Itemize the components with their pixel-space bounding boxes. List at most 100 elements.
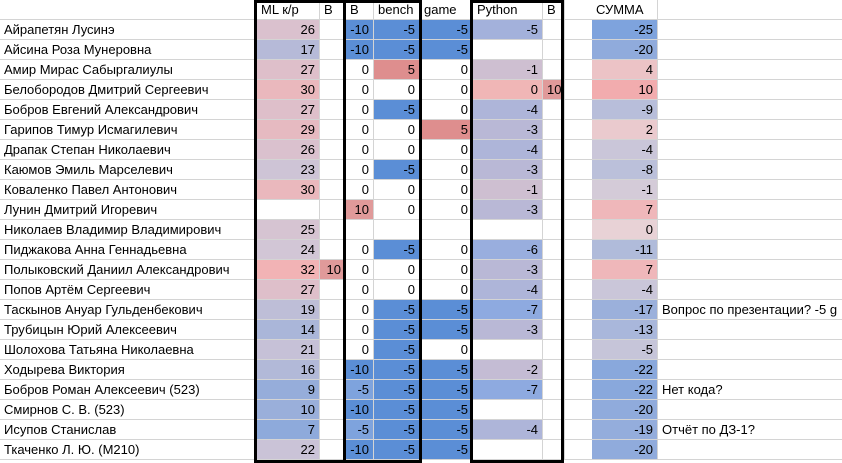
- sum-cell[interactable]: 10: [592, 80, 658, 100]
- bench-cell[interactable]: [374, 220, 420, 240]
- game-cell[interactable]: -5: [420, 440, 473, 460]
- b2-cell[interactable]: 0: [346, 160, 374, 180]
- empty-cell[interactable]: [565, 100, 592, 120]
- bench-cell[interactable]: -5: [374, 360, 420, 380]
- b2-cell[interactable]: 0: [346, 340, 374, 360]
- bench-cell[interactable]: 0: [374, 120, 420, 140]
- b3-cell[interactable]: [543, 20, 565, 40]
- b3-cell[interactable]: [543, 340, 565, 360]
- game-cell[interactable]: 0: [420, 60, 473, 80]
- b3-cell[interactable]: [543, 280, 565, 300]
- b2-cell[interactable]: -10: [346, 360, 374, 380]
- sum-cell[interactable]: -25: [592, 20, 658, 40]
- empty-cell[interactable]: [565, 420, 592, 440]
- sum-cell[interactable]: -9: [592, 100, 658, 120]
- bench-cell[interactable]: 0: [374, 180, 420, 200]
- sum-cell[interactable]: -1: [592, 180, 658, 200]
- column-header-name[interactable]: [0, 0, 257, 20]
- comment-cell[interactable]: [658, 180, 842, 200]
- b2-cell[interactable]: 0: [346, 120, 374, 140]
- empty-cell[interactable]: [565, 180, 592, 200]
- python-cell[interactable]: -6: [473, 240, 543, 260]
- student-name-cell[interactable]: Ткаченко Л. Ю. (M210): [0, 440, 257, 460]
- b3-cell[interactable]: [543, 120, 565, 140]
- ml-cell[interactable]: 30: [257, 80, 320, 100]
- b3-cell[interactable]: [543, 60, 565, 80]
- ml-cell[interactable]: 26: [257, 140, 320, 160]
- python-cell[interactable]: [473, 440, 543, 460]
- ml-cell[interactable]: 23: [257, 160, 320, 180]
- comment-cell[interactable]: [658, 40, 842, 60]
- student-name-cell[interactable]: Полыковский Даниил Александрович: [0, 260, 257, 280]
- column-header-gap[interactable]: [565, 0, 592, 20]
- ml-cell[interactable]: 32: [257, 260, 320, 280]
- sum-cell[interactable]: -8: [592, 160, 658, 180]
- game-cell[interactable]: 0: [420, 100, 473, 120]
- ml-cell[interactable]: 24: [257, 240, 320, 260]
- ml-cell[interactable]: 19: [257, 300, 320, 320]
- b1-cell[interactable]: [320, 420, 346, 440]
- comment-cell[interactable]: [658, 120, 842, 140]
- ml-cell[interactable]: 7: [257, 420, 320, 440]
- game-cell[interactable]: -5: [420, 420, 473, 440]
- b2-cell[interactable]: 0: [346, 300, 374, 320]
- b2-cell[interactable]: -10: [346, 400, 374, 420]
- b1-cell[interactable]: [320, 340, 346, 360]
- b2-cell[interactable]: 0: [346, 60, 374, 80]
- student-name-cell[interactable]: Белобородов Дмитрий Сергеевич: [0, 80, 257, 100]
- python-cell[interactable]: [473, 40, 543, 60]
- b3-cell[interactable]: [543, 440, 565, 460]
- sum-cell[interactable]: -20: [592, 400, 658, 420]
- sum-cell[interactable]: 2: [592, 120, 658, 140]
- student-name-cell[interactable]: Каюмов Эмиль Марселевич: [0, 160, 257, 180]
- empty-cell[interactable]: [565, 80, 592, 100]
- comment-cell[interactable]: [658, 360, 842, 380]
- bench-cell[interactable]: -5: [374, 380, 420, 400]
- game-cell[interactable]: -5: [420, 20, 473, 40]
- game-cell[interactable]: 0: [420, 180, 473, 200]
- b2-cell[interactable]: 0: [346, 180, 374, 200]
- python-cell[interactable]: -3: [473, 320, 543, 340]
- column-header-python[interactable]: Python: [473, 0, 543, 20]
- game-cell[interactable]: 0: [420, 280, 473, 300]
- game-cell[interactable]: 0: [420, 140, 473, 160]
- column-header-game[interactable]: game: [420, 0, 473, 20]
- python-cell[interactable]: -4: [473, 140, 543, 160]
- b3-cell[interactable]: [543, 140, 565, 160]
- python-cell[interactable]: -7: [473, 300, 543, 320]
- bench-cell[interactable]: -5: [374, 420, 420, 440]
- student-name-cell[interactable]: Трубицын Юрий Алексеевич: [0, 320, 257, 340]
- b3-cell[interactable]: [543, 260, 565, 280]
- student-name-cell[interactable]: Шолохова Татьяна Николаевна: [0, 340, 257, 360]
- b1-cell[interactable]: [320, 220, 346, 240]
- b2-cell[interactable]: 0: [346, 140, 374, 160]
- game-cell[interactable]: -5: [420, 40, 473, 60]
- student-name-cell[interactable]: Коваленко Павел Антонович: [0, 180, 257, 200]
- b3-cell[interactable]: [543, 240, 565, 260]
- bench-cell[interactable]: -5: [374, 440, 420, 460]
- comment-cell[interactable]: Вопрос по презентации? -5 g: [658, 300, 842, 320]
- game-cell[interactable]: 5: [420, 120, 473, 140]
- b2-cell[interactable]: 0: [346, 80, 374, 100]
- python-cell[interactable]: [473, 340, 543, 360]
- game-cell[interactable]: 0: [420, 200, 473, 220]
- python-cell[interactable]: -2: [473, 360, 543, 380]
- b1-cell[interactable]: [320, 200, 346, 220]
- empty-cell[interactable]: [565, 260, 592, 280]
- bench-cell[interactable]: 0: [374, 200, 420, 220]
- b1-cell[interactable]: [320, 240, 346, 260]
- comment-cell[interactable]: [658, 200, 842, 220]
- python-cell[interactable]: -4: [473, 420, 543, 440]
- sum-cell[interactable]: -20: [592, 40, 658, 60]
- b1-cell[interactable]: [320, 400, 346, 420]
- game-cell[interactable]: -5: [420, 400, 473, 420]
- python-cell[interactable]: 0: [473, 80, 543, 100]
- b2-cell[interactable]: 0: [346, 260, 374, 280]
- comment-cell[interactable]: [658, 80, 842, 100]
- b3-cell[interactable]: 10: [543, 80, 565, 100]
- empty-cell[interactable]: [565, 160, 592, 180]
- bench-cell[interactable]: -5: [374, 160, 420, 180]
- b3-cell[interactable]: [543, 160, 565, 180]
- ml-cell[interactable]: 27: [257, 280, 320, 300]
- empty-cell[interactable]: [565, 60, 592, 80]
